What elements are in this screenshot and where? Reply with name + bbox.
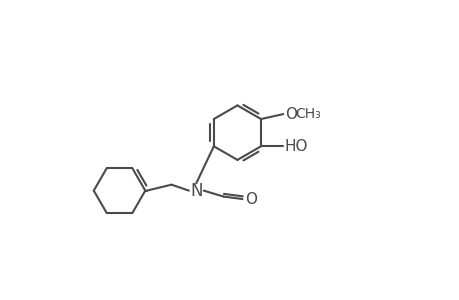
Text: CH₃: CH₃ (295, 107, 321, 121)
Text: O: O (245, 191, 257, 206)
Text: O: O (284, 106, 296, 122)
Text: HO: HO (284, 139, 308, 154)
Text: N: N (190, 182, 202, 200)
